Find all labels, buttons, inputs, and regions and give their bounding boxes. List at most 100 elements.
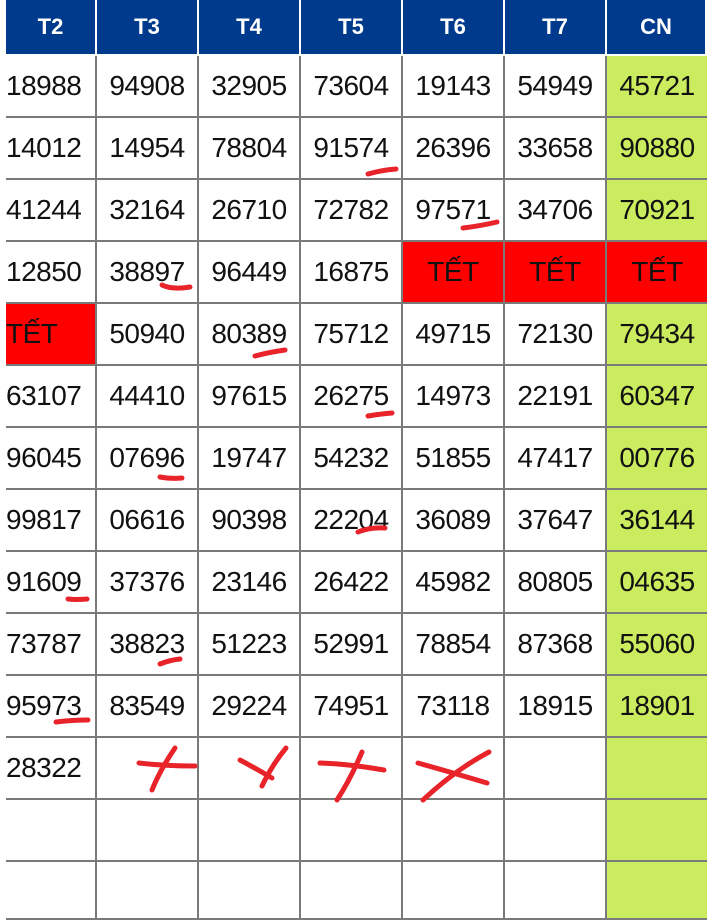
result-cell: 54949 [505, 56, 607, 118]
result-cell: 78804 [199, 118, 301, 180]
result-cell: 29224 [199, 676, 301, 738]
result-cell: 91574 [301, 118, 403, 180]
result-cell: 80805 [505, 552, 607, 614]
result-cell: 95973 [6, 676, 97, 738]
result-cell: 18901 [607, 676, 707, 738]
result-cell: 79434 [607, 304, 707, 366]
result-cell: 74951 [301, 676, 403, 738]
result-cell: 70921 [607, 180, 707, 242]
result-cell: 97571 [403, 180, 505, 242]
result-cell: 22191 [505, 366, 607, 428]
result-cell [403, 862, 505, 920]
result-cell: 55060 [607, 614, 707, 676]
result-cell: 72782 [301, 180, 403, 242]
holiday-cell: TẾT [505, 242, 607, 304]
result-cell: 87368 [505, 614, 607, 676]
result-cell: 04635 [607, 552, 707, 614]
result-cell: 26396 [403, 118, 505, 180]
result-cell [505, 738, 607, 800]
result-cell: 54232 [301, 428, 403, 490]
result-cell [97, 738, 199, 800]
result-cell: 12850 [6, 242, 97, 304]
result-cell: 63107 [6, 366, 97, 428]
result-cell: 28322 [6, 738, 97, 800]
holiday-cell: TẾT [6, 304, 97, 366]
result-cell: 47417 [505, 428, 607, 490]
column-header-t3: T3 [97, 0, 199, 56]
result-cell: 97615 [199, 366, 301, 428]
lottery-results-table: T2 T3 T4 T5 T6 T7 CN 18988 94908 32905 73604 19143 5… [6, 0, 707, 920]
result-cell: 41244 [6, 180, 97, 242]
result-cell [301, 862, 403, 920]
holiday-cell: TẾT [403, 242, 505, 304]
result-cell: 90398 [199, 490, 301, 552]
result-cell: 26275 [301, 366, 403, 428]
result-cell: 36144 [607, 490, 707, 552]
result-cell: 73118 [403, 676, 505, 738]
result-cell: 26422 [301, 552, 403, 614]
result-cell: 38897 [97, 242, 199, 304]
result-cell: 72130 [505, 304, 607, 366]
result-cell: 38823 [97, 614, 199, 676]
holiday-cell: TẾT [607, 242, 707, 304]
result-cell: 18915 [505, 676, 607, 738]
result-cell: 45721 [607, 56, 707, 118]
result-cell: 32164 [97, 180, 199, 242]
result-cell: 19747 [199, 428, 301, 490]
result-cell [97, 800, 199, 862]
result-cell: 37376 [97, 552, 199, 614]
result-cell: 83549 [97, 676, 199, 738]
column-header-t4: T4 [199, 0, 301, 56]
result-cell [301, 738, 403, 800]
result-cell: 52991 [301, 614, 403, 676]
result-cell: 51855 [403, 428, 505, 490]
result-cell: 73604 [301, 56, 403, 118]
result-cell: 34706 [505, 180, 607, 242]
result-cell: 18988 [6, 56, 97, 118]
result-cell: 78854 [403, 614, 505, 676]
result-cell: 32905 [199, 56, 301, 118]
result-cell [607, 800, 707, 862]
result-cell [97, 862, 199, 920]
result-cell: 06616 [97, 490, 199, 552]
column-header-t5: T5 [301, 0, 403, 56]
result-cell: 07696 [97, 428, 199, 490]
result-cell: 14973 [403, 366, 505, 428]
result-cell: 94908 [97, 56, 199, 118]
column-header-t2: T2 [6, 0, 97, 56]
result-cell: 73787 [6, 614, 97, 676]
result-cell [6, 800, 97, 862]
result-cell [505, 800, 607, 862]
result-cell: 75712 [301, 304, 403, 366]
result-cell: 99817 [6, 490, 97, 552]
result-cell: 51223 [199, 614, 301, 676]
column-header-cn: CN [607, 0, 707, 56]
column-header-t7: T7 [505, 0, 607, 56]
result-cell: 00776 [607, 428, 707, 490]
result-cell: 26710 [199, 180, 301, 242]
result-cell: 60347 [607, 366, 707, 428]
result-cell [199, 862, 301, 920]
result-cell: 36089 [403, 490, 505, 552]
result-cell: 44410 [97, 366, 199, 428]
result-cell: 45982 [403, 552, 505, 614]
result-cell [199, 738, 301, 800]
result-cell: 22204 [301, 490, 403, 552]
result-cell: 37647 [505, 490, 607, 552]
result-cell: 90880 [607, 118, 707, 180]
result-cell [607, 862, 707, 920]
result-cell [403, 738, 505, 800]
result-cell [607, 738, 707, 800]
result-cell: 33658 [505, 118, 607, 180]
column-header-t6: T6 [403, 0, 505, 56]
result-cell: 23146 [199, 552, 301, 614]
result-cell: 16875 [301, 242, 403, 304]
result-cell [505, 862, 607, 920]
result-cell: 14954 [97, 118, 199, 180]
result-cell: 96045 [6, 428, 97, 490]
result-cell [199, 800, 301, 862]
result-cell [301, 800, 403, 862]
result-cell: 49715 [403, 304, 505, 366]
result-cell: 14012 [6, 118, 97, 180]
result-cell: 80389 [199, 304, 301, 366]
